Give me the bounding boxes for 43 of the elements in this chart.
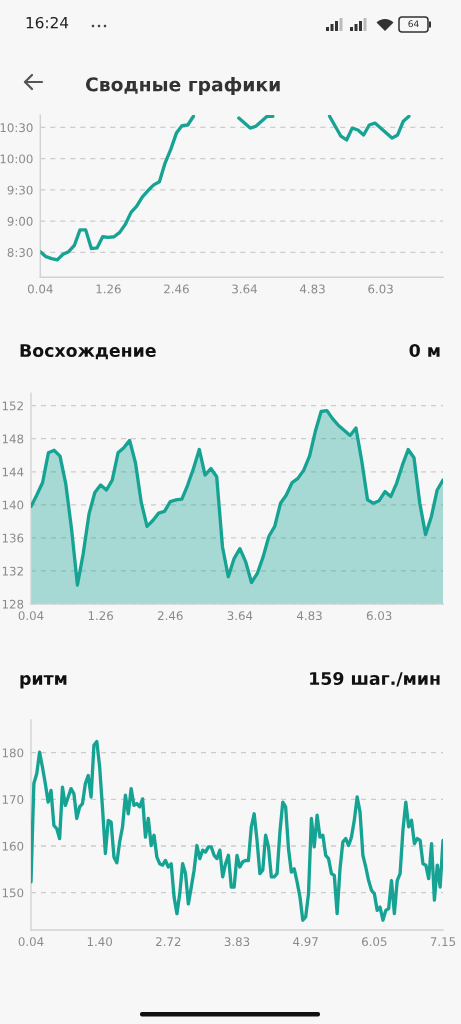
y-tick-label: 160 [2, 841, 24, 851]
x-tick-label: 3.64 [232, 284, 257, 294]
x-tick-label: 4.83 [299, 284, 325, 294]
chart-title: Восхождение [20, 344, 156, 360]
x-tick-label: 6.05 [362, 937, 387, 947]
x-tick-label: 2.72 [156, 937, 181, 946]
y-tick-label: 8:30 [7, 248, 33, 257]
x-tick-label: 4.97 [293, 937, 318, 947]
chart-subtitle: 159 шаг./мин [310, 671, 440, 687]
x-tick-label: 1.26 [88, 611, 114, 621]
x-tick-label: 0.04 [18, 937, 44, 947]
line-series [31, 739, 443, 922]
x-tick-label: 1.40 [87, 937, 113, 947]
y-tick-label: 9:00 [7, 216, 33, 226]
x-tick-label: 4.83 [296, 611, 322, 621]
y-tick-label: 10:00 [0, 154, 33, 164]
text: 16:24 [26, 16, 69, 29]
x-tick-label: 2.46 [164, 284, 189, 294]
text: 64 [408, 20, 419, 28]
x-tick-label: 6.03 [368, 284, 393, 294]
y-tick-label: 132 [2, 566, 23, 576]
y-tick-label: 144 [2, 467, 24, 477]
chart-title: ритм [20, 675, 67, 689]
x-tick-label: 0.04 [18, 611, 44, 621]
x-tick-label: 3.83 [224, 937, 250, 947]
y-tick-label: 128 [2, 599, 24, 609]
x-tick-label: 6.03 [366, 611, 392, 621]
x-tick-label: 1.26 [96, 284, 121, 294]
y-tick-label: 9:30 [7, 185, 33, 195]
y-tick-label: 10:30 [0, 123, 33, 133]
y-tick-label: 170 [2, 795, 24, 804]
y-tick-label: 148 [2, 434, 24, 444]
x-tick-label: 7.15 [430, 937, 456, 947]
x-tick-label: 0.04 [27, 284, 53, 294]
y-tick-label: 180 [2, 748, 24, 758]
x-tick-label: 2.46 [157, 611, 183, 621]
chart-subtitle: 0 м [409, 343, 440, 358]
y-tick-label: 136 [2, 533, 24, 543]
x-tick-label: 3.64 [227, 611, 253, 621]
y-tick-label: 150 [2, 888, 24, 898]
y-tick-label: 152 [2, 401, 23, 411]
chart-title: Сводные графики [85, 76, 280, 96]
y-tick-label: 140 [2, 500, 24, 510]
